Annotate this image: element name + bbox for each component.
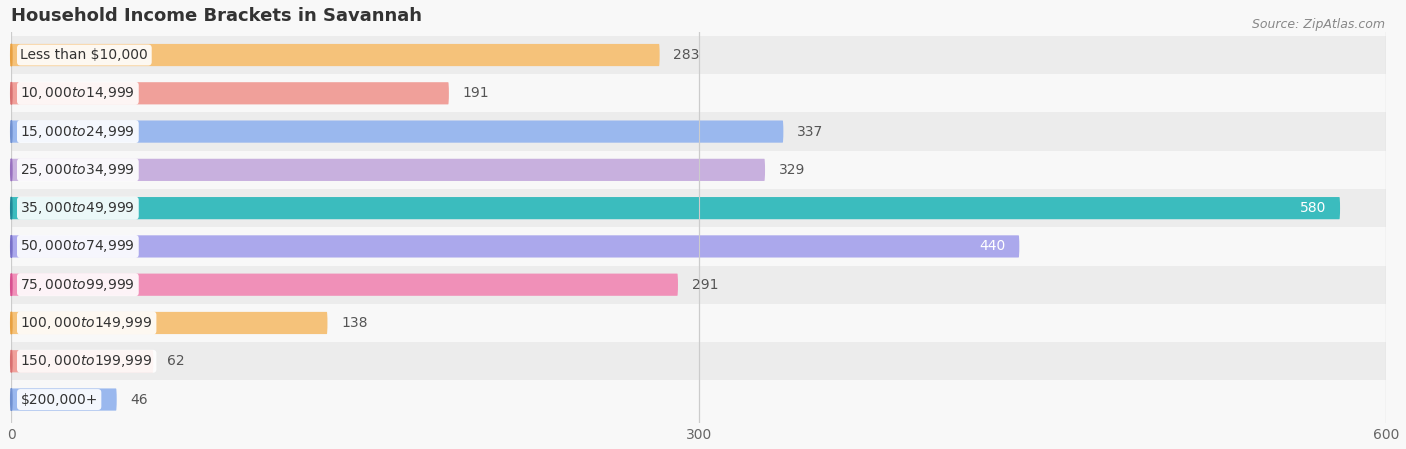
Bar bbox=[11, 342, 1386, 380]
Text: 191: 191 bbox=[463, 86, 489, 100]
Text: 329: 329 bbox=[779, 163, 806, 177]
Bar bbox=[11, 74, 1386, 112]
Text: 283: 283 bbox=[673, 48, 700, 62]
FancyBboxPatch shape bbox=[11, 273, 678, 296]
Bar bbox=[11, 189, 1386, 227]
Text: 440: 440 bbox=[980, 239, 1005, 253]
Bar bbox=[11, 265, 1386, 304]
FancyBboxPatch shape bbox=[11, 159, 765, 181]
Text: $15,000 to $24,999: $15,000 to $24,999 bbox=[21, 123, 135, 140]
FancyBboxPatch shape bbox=[11, 82, 449, 105]
Text: $200,000+: $200,000+ bbox=[21, 392, 98, 406]
Text: 138: 138 bbox=[342, 316, 368, 330]
Text: Household Income Brackets in Savannah: Household Income Brackets in Savannah bbox=[11, 7, 422, 25]
Text: 580: 580 bbox=[1301, 201, 1326, 215]
FancyBboxPatch shape bbox=[11, 197, 1340, 219]
Text: $10,000 to $14,999: $10,000 to $14,999 bbox=[21, 85, 135, 101]
FancyBboxPatch shape bbox=[11, 120, 783, 143]
Text: Less than $10,000: Less than $10,000 bbox=[21, 48, 148, 62]
Text: $150,000 to $199,999: $150,000 to $199,999 bbox=[21, 353, 153, 369]
Text: $75,000 to $99,999: $75,000 to $99,999 bbox=[21, 277, 135, 293]
Text: 62: 62 bbox=[167, 354, 184, 368]
Text: 337: 337 bbox=[797, 124, 824, 139]
Text: $35,000 to $49,999: $35,000 to $49,999 bbox=[21, 200, 135, 216]
FancyBboxPatch shape bbox=[11, 388, 117, 411]
Bar bbox=[11, 151, 1386, 189]
Text: $100,000 to $149,999: $100,000 to $149,999 bbox=[21, 315, 153, 331]
FancyBboxPatch shape bbox=[11, 312, 328, 334]
Text: Source: ZipAtlas.com: Source: ZipAtlas.com bbox=[1251, 18, 1385, 31]
Text: $50,000 to $74,999: $50,000 to $74,999 bbox=[21, 238, 135, 255]
FancyBboxPatch shape bbox=[11, 350, 153, 372]
Bar bbox=[11, 380, 1386, 418]
Bar bbox=[11, 304, 1386, 342]
Bar bbox=[11, 112, 1386, 151]
Text: 46: 46 bbox=[131, 392, 148, 406]
Text: 291: 291 bbox=[692, 277, 718, 292]
Bar bbox=[11, 227, 1386, 265]
Text: $25,000 to $34,999: $25,000 to $34,999 bbox=[21, 162, 135, 178]
Bar bbox=[11, 36, 1386, 74]
FancyBboxPatch shape bbox=[11, 235, 1019, 258]
FancyBboxPatch shape bbox=[11, 44, 659, 66]
